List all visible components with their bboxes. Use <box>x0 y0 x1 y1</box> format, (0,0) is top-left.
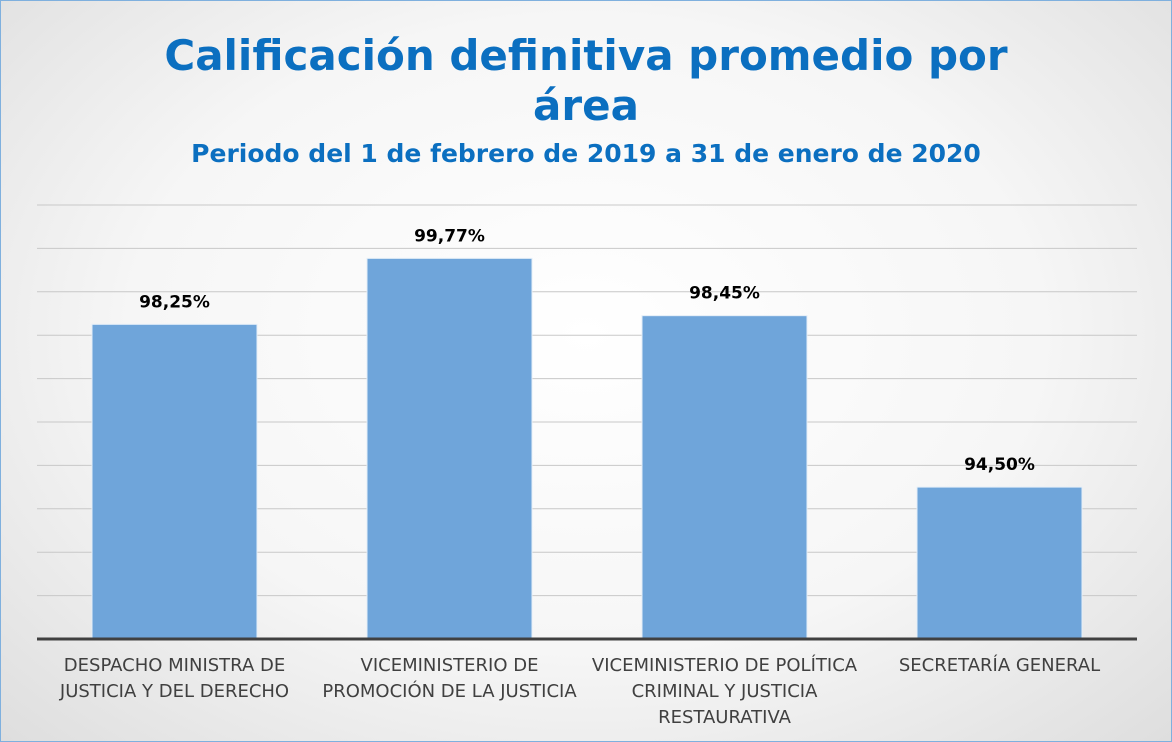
data-label: 94,50% <box>964 455 1035 475</box>
x-tick-label: SECRETARÍA GENERAL <box>898 655 1101 676</box>
x-tick-label: VICEMINISTERIO DE POLÍTICA CRIMINAL Y JU… <box>591 655 858 728</box>
chart-title: Calificación definitiva promedio por áre… <box>164 31 1008 130</box>
data-label: 98,45% <box>689 284 760 304</box>
bar <box>366 257 533 640</box>
x-tick-label: DESPACHO MINISTRA DE JUSTICIA Y DEL DERE… <box>59 655 290 702</box>
x-tick-label: VICEMINISTERIO DE PROMOCIÓN DE LA JUSTIC… <box>322 655 577 702</box>
data-label: 98,25% <box>139 292 210 312</box>
bar <box>916 486 1083 640</box>
bar <box>91 323 258 640</box>
data-label: 99,77% <box>414 226 485 246</box>
bar <box>641 315 808 640</box>
chart-subtitle: Periodo del 1 de febrero de 2019 a 31 de… <box>191 139 981 168</box>
